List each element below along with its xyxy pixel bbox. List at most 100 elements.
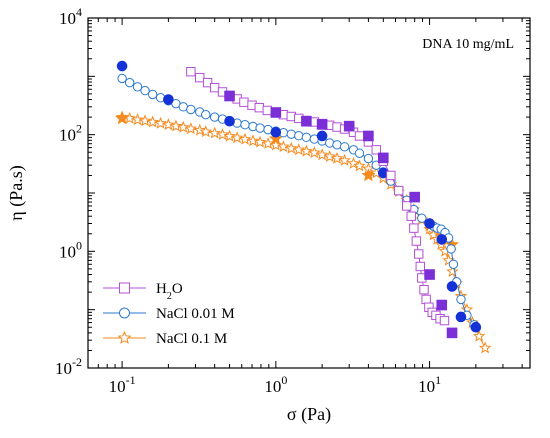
open-marker-nacl-01	[138, 114, 152, 127]
open-marker-nacl-01	[285, 141, 298, 154]
open-marker-h2o	[402, 201, 412, 211]
legend: H2O NaCl 0.01 M NaCl 0.1 M	[103, 281, 235, 347]
open-marker-nacl-01	[216, 128, 229, 140]
open-marker-nacl-001	[201, 109, 211, 120]
legend-label-h2o: H2O	[156, 281, 183, 302]
open-marker-nacl-01	[330, 151, 344, 164]
open-marker-h2o	[386, 170, 396, 181]
open-marker-h2o	[409, 223, 419, 233]
open-marker-nacl-01	[246, 134, 260, 147]
open-marker-h2o	[439, 315, 450, 326]
open-marker-nacl-01	[131, 113, 144, 126]
open-marker-nacl-001	[286, 129, 296, 139]
legend-item-nacl-001: NaCl 0.01 M	[103, 306, 235, 322]
open-marker-nacl-001	[140, 85, 150, 96]
open-marker-nacl-01	[338, 153, 351, 166]
filled-marker-h2o	[363, 130, 374, 142]
filled-marker-h2o	[316, 119, 328, 130]
open-marker-h2o	[209, 82, 220, 93]
filled-marker-h2o	[270, 107, 282, 118]
legend-marker-h2o	[119, 282, 130, 294]
filled-marker-h2o	[224, 90, 235, 102]
filled-marker-nacl-001	[470, 321, 482, 333]
filled-marker-nacl-001	[163, 94, 174, 105]
filled-marker-nacl-01	[268, 131, 283, 145]
legend-marker-nacl-001	[119, 307, 130, 319]
open-marker-h2o	[394, 185, 404, 196]
open-marker-h2o	[414, 249, 424, 259]
open-marker-nacl-001	[117, 73, 127, 84]
open-marker-nacl-01	[154, 116, 167, 129]
open-marker-h2o	[421, 294, 431, 305]
open-marker-nacl-01	[353, 159, 366, 172]
y-tick-label: 102	[59, 122, 82, 145]
legend-item-h2o: H2O	[103, 281, 183, 302]
open-marker-h2o	[371, 145, 381, 155]
open-marker-nacl-001	[132, 82, 143, 92]
open-marker-nacl-01	[208, 126, 221, 139]
y-axis-label: η (Pa.s)	[6, 165, 27, 220]
filled-marker-h2o	[377, 152, 389, 164]
legend-label-nacl-001: NaCl 0.01 M	[156, 306, 235, 322]
filled-marker-nacl-001	[446, 281, 458, 292]
open-marker-nacl-001	[294, 131, 304, 141]
open-marker-nacl-01	[478, 341, 492, 354]
open-marker-nacl-01	[446, 264, 459, 277]
open-marker-nacl-001	[240, 120, 250, 130]
filled-marker-nacl-01	[115, 111, 130, 125]
series-h2o	[186, 67, 458, 339]
open-marker-nacl-01	[230, 131, 244, 144]
filled-marker-nacl-001	[270, 126, 282, 138]
filled-marker-nacl-001	[436, 234, 448, 245]
open-marker-nacl-001	[339, 142, 350, 152]
open-marker-nacl-01	[347, 156, 360, 169]
open-marker-nacl-01	[177, 120, 190, 133]
open-marker-nacl-001	[448, 259, 459, 269]
open-marker-nacl-01	[162, 118, 175, 131]
open-marker-h2o	[239, 97, 249, 107]
x-tick-label: 100	[264, 373, 287, 396]
open-marker-h2o	[195, 72, 205, 83]
y-tick-label: 10-2	[55, 355, 82, 378]
open-marker-nacl-01	[199, 125, 213, 138]
filled-marker-h2o	[301, 115, 312, 127]
filled-marker-h2o	[446, 327, 458, 339]
filled-marker-nacl-001	[455, 311, 467, 323]
data-layer	[115, 60, 492, 354]
open-marker-nacl-01	[253, 135, 267, 148]
open-marker-nacl-001	[332, 140, 342, 150]
open-marker-nacl-01	[292, 143, 306, 156]
y-tick-label: 100	[59, 238, 82, 261]
annotation-text: DNA 10 mg/mL	[422, 37, 514, 52]
legend-marker-nacl-01	[117, 330, 132, 344]
open-marker-nacl-01	[146, 115, 159, 128]
axis-ticks	[87, 17, 530, 369]
open-marker-nacl-001	[301, 132, 312, 143]
open-marker-nacl-01	[315, 148, 329, 161]
open-marker-nacl-001	[147, 89, 158, 100]
legend-item-nacl-01: NaCl 0.1 M	[103, 330, 227, 347]
open-marker-nacl-01	[238, 132, 252, 145]
open-marker-nacl-01	[223, 129, 236, 142]
legend-label-nacl-01: NaCl 0.1 M	[156, 331, 227, 347]
open-marker-nacl-001	[354, 148, 365, 158]
open-marker-nacl-001	[186, 104, 196, 115]
filled-marker-h2o	[436, 299, 448, 311]
filled-marker-nacl-001	[116, 60, 128, 72]
filled-marker-h2o	[424, 269, 435, 280]
open-marker-h2o	[354, 131, 365, 141]
legend-h2o-sub: 2	[167, 291, 172, 302]
tick-labels: 10-1 100 101 10-2 100 102 104	[55, 5, 441, 396]
open-marker-nacl-01	[323, 150, 336, 162]
x-tick-label: 101	[418, 373, 441, 396]
open-marker-nacl-01	[472, 329, 486, 342]
open-marker-nacl-001	[456, 294, 466, 305]
x-tick-label: 10-1	[109, 373, 136, 396]
filled-marker-nacl-001	[316, 130, 328, 142]
open-marker-nacl-01	[277, 140, 290, 153]
series-nacl-001	[116, 60, 482, 333]
open-marker-nacl-001	[446, 244, 456, 254]
open-marker-nacl-01	[184, 122, 198, 135]
open-marker-nacl-01	[261, 137, 275, 150]
